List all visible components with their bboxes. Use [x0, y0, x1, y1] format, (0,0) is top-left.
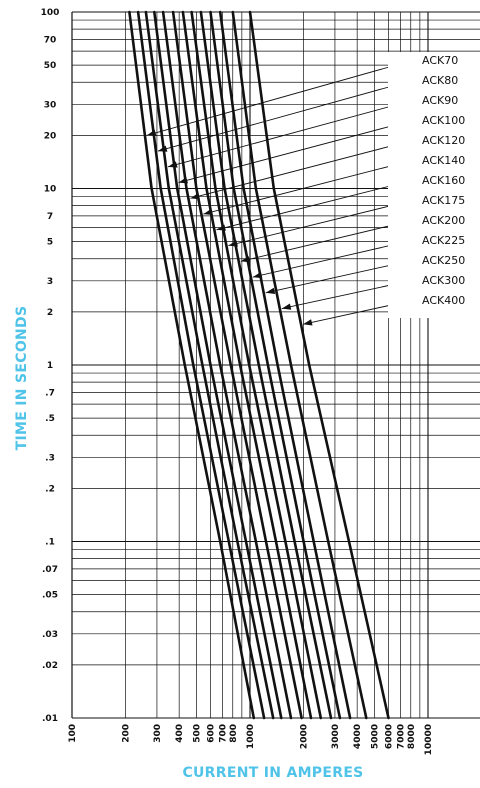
legend-arrowhead	[240, 256, 251, 263]
legend-leader	[252, 239, 415, 278]
curve-ack120	[161, 10, 293, 720]
y-tick-label: .2	[45, 484, 55, 494]
legend-leader	[157, 79, 415, 152]
legend-label-ack200: ACK200	[422, 214, 465, 227]
legend-leader	[167, 99, 415, 168]
curve-ack160	[181, 10, 313, 720]
y-tick-label: 20	[44, 131, 57, 141]
legend-label-ack120: ACK120	[422, 134, 465, 147]
x-tick-label: 5000	[370, 724, 380, 749]
y-tick-label: 1	[47, 361, 53, 371]
x-tick-label: 600	[207, 724, 217, 743]
y-tick-label: 3	[47, 277, 53, 287]
y-tick-label: 50	[44, 61, 57, 71]
curve-ack140	[171, 10, 303, 720]
legend-arrowhead	[203, 208, 213, 215]
legend-arrowhead	[216, 224, 226, 231]
x-tick-label: 7000	[396, 724, 406, 749]
y-tick-label: 30	[44, 100, 57, 110]
legend-leader	[216, 179, 415, 231]
legend-label-ack140: ACK140	[422, 154, 465, 167]
legend-arrowhead	[228, 240, 238, 247]
x-tick-label: 100	[68, 724, 78, 743]
x-tick-label: 800	[229, 724, 239, 743]
curve-ack70	[128, 10, 256, 720]
legend-leader	[228, 199, 415, 247]
x-tick-label: 700	[218, 724, 228, 743]
curves	[128, 10, 390, 720]
legend-arrowhead	[281, 303, 292, 310]
legend-leader	[190, 139, 415, 199]
x-tick-label: 200	[122, 724, 132, 743]
x-tick-label: 400	[175, 724, 185, 743]
legend: ACK70 ACK80 ACK90 ACK100 ACK120 ACK140 ACK160 A…	[388, 52, 480, 318]
legend-leader	[178, 119, 415, 184]
legend-label-ack225: ACK225	[422, 234, 465, 247]
y-tick-label: .7	[45, 388, 55, 398]
y-axis-title: TIME IN SECONDS	[14, 306, 30, 451]
legend-label-ack400: ACK400	[422, 294, 465, 307]
y-tick-label: .03	[42, 630, 58, 640]
legend-arrowhead	[303, 319, 313, 326]
legend-label-ack90: ACK90	[422, 94, 458, 107]
legend-leader	[240, 219, 415, 262]
x-tick-label: 300	[153, 724, 163, 743]
x-tick-label: 500	[192, 724, 202, 743]
curve-ack175	[190, 10, 323, 720]
curve-ack400	[248, 10, 390, 720]
legend-label-ack100: ACK100	[422, 114, 465, 127]
x-tick-label: 6000	[385, 724, 395, 749]
legend-label-ack70: ACK70	[422, 54, 458, 67]
y-tick-labels: 100 70 50 30 20 10 7 5 3 2 1 .7 .5 .3 .2 .1 .07 .05 .03 .02…	[41, 8, 60, 724]
x-tick-label: 8000	[407, 724, 417, 749]
legend-label-ack250: ACK250	[422, 254, 465, 267]
curve-ack90	[144, 10, 275, 720]
x-tick-label: 4000	[353, 724, 363, 749]
curve-ack225	[209, 10, 342, 720]
y-tick-label: .5	[45, 414, 55, 424]
y-tick-label: 70	[44, 35, 57, 45]
legend-label-ack300: ACK300	[422, 274, 465, 287]
y-tick-label: 100	[41, 8, 60, 18]
y-tick-label: .07	[42, 565, 58, 575]
legend-background	[388, 52, 480, 318]
x-tick-label: 2000	[300, 724, 310, 749]
legend-label-ack80: ACK80	[422, 74, 458, 87]
x-tick-label: 3000	[331, 724, 341, 749]
y-tick-label: 5	[47, 238, 53, 248]
x-tick-label: 1000	[246, 724, 256, 749]
y-tick-label: 2	[47, 308, 53, 318]
y-tick-label: .3	[45, 453, 55, 463]
curve-ack200	[199, 10, 333, 720]
curve-ack300	[231, 10, 368, 720]
legend-label-ack175: ACK175	[422, 194, 465, 207]
legend-leader	[203, 159, 415, 215]
curve-ack100	[153, 10, 283, 720]
legend-arrowhead	[178, 177, 188, 184]
x-tick-labels: 100 200 300 400 500 600 700 800 1000 2000 3000 4000…	[68, 724, 434, 755]
y-tick-label: 10	[44, 185, 57, 195]
legend-label-ack160: ACK160	[422, 174, 465, 187]
legend-arrowhead	[190, 193, 200, 200]
legend-arrowhead	[168, 161, 178, 168]
x-axis-title: CURRENT IN AMPERES	[182, 765, 363, 781]
y-tick-label: .05	[42, 591, 58, 601]
y-tick-label: .02	[42, 661, 58, 671]
legend-leader	[146, 59, 415, 136]
y-tick-label: .1	[45, 538, 55, 548]
legend-arrowhead	[252, 271, 263, 279]
legend-arrowhead	[157, 145, 168, 152]
y-tick-label: 7	[47, 212, 53, 222]
x-tick-label: 10000	[424, 724, 434, 755]
curve-ack80	[136, 10, 266, 720]
legend-arrowhead	[265, 287, 276, 294]
legend-arrowhead	[146, 129, 157, 136]
y-tick-label: .01	[42, 714, 58, 724]
